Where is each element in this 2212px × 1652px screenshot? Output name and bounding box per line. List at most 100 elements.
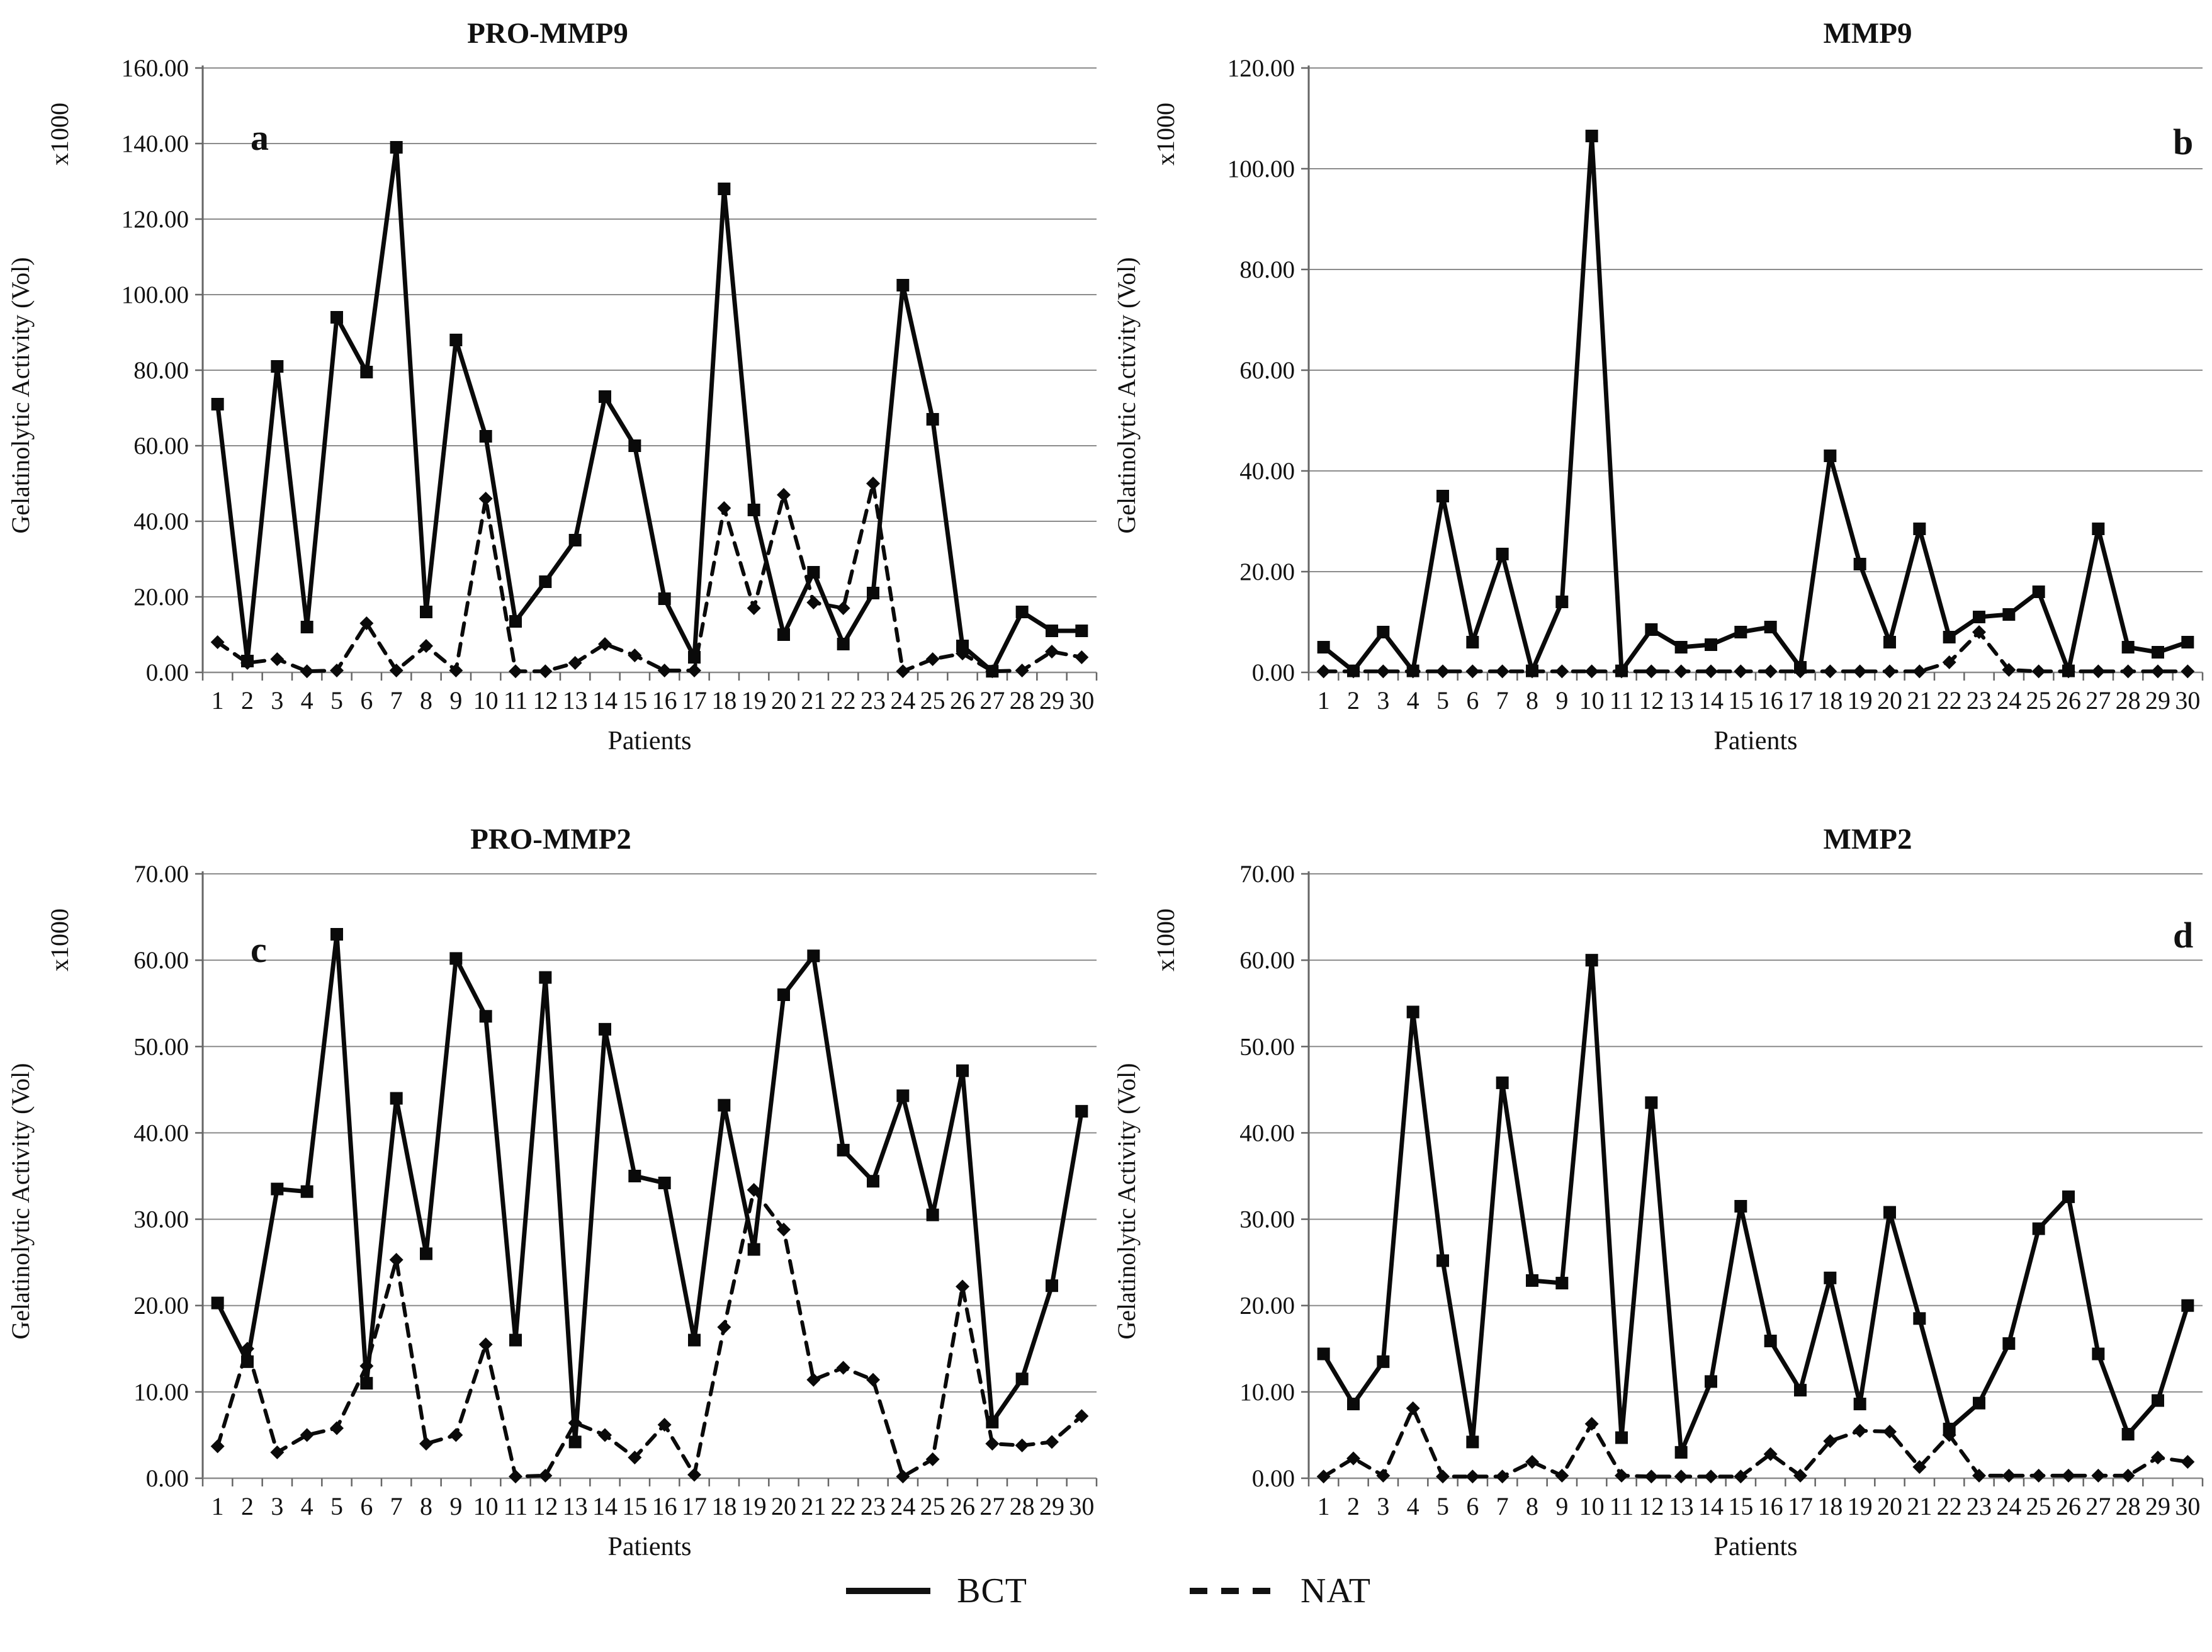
series-line-bct: [215, 145, 1084, 674]
marker-square-bct: [867, 1175, 879, 1188]
legend-item-nat: NAT: [1185, 1571, 1371, 1611]
marker-diamond-nat: [896, 1469, 910, 1484]
marker-square-bct: [628, 1170, 641, 1182]
x-tick-label: 1: [212, 1492, 224, 1520]
x-tick-label: 12: [533, 1492, 558, 1520]
x-tick-label: 22: [831, 1492, 856, 1520]
marker-diamond-nat: [538, 664, 553, 679]
x-tick-label: 23: [861, 1492, 886, 1520]
marker-diamond-nat: [1912, 664, 1927, 679]
x-tick-label: 30: [2175, 686, 2200, 715]
x-tick-label: 8: [1526, 686, 1538, 715]
x-tick-label: 12: [1639, 686, 1664, 715]
marker-diamond-nat: [1436, 664, 1450, 679]
x-tick-label: 25: [2026, 1492, 2051, 1520]
marker-diamond-nat: [925, 652, 940, 666]
marker-square-bct: [2002, 1337, 2016, 1350]
marker-diamond-nat: [1615, 664, 1628, 679]
x-tick-label: 2: [241, 686, 254, 715]
marker-square-bct: [1705, 638, 1717, 651]
x-tick-label: 27: [979, 1492, 1005, 1520]
marker-diamond-nat: [1942, 1428, 1956, 1442]
x-tick-label: 23: [1967, 686, 1992, 715]
x-tick-label: 2: [1347, 686, 1360, 715]
x-tick-label: 24: [890, 686, 915, 715]
x-tick-label: 5: [1436, 1492, 1449, 1520]
marker-diamond-nat: [925, 1452, 940, 1466]
marker-diamond-nat: [717, 501, 731, 515]
y-axis-multiplier: x1000: [45, 908, 74, 971]
x-tick-label: 27: [2085, 1492, 2111, 1520]
marker-square-bct: [807, 949, 820, 963]
marker-diamond-nat: [1734, 1469, 1748, 1484]
x-tick-label: 30: [1069, 1492, 1094, 1520]
marker-square-bct: [1883, 636, 1896, 648]
chart-title: PRO-MMP2: [470, 823, 631, 856]
y-tick-label: 60.00: [1239, 357, 1295, 384]
x-tick-label: 11: [1610, 686, 1634, 715]
x-tick-label: 12: [533, 686, 558, 715]
marker-square-bct: [837, 638, 850, 650]
marker-diamond-nat: [866, 1372, 880, 1387]
marker-diamond-nat: [1045, 645, 1059, 659]
x-tick-label: 13: [1669, 686, 1694, 715]
x-tick-label: 26: [2056, 1492, 2081, 1520]
chart-pro-mmp2: 0.00 10.00 20.00 30.00 40.00 50.00 60.00 70.00 1…: [6, 823, 1098, 1561]
marker-square-bct: [926, 1208, 939, 1221]
x-tick-label: 16: [652, 1492, 677, 1520]
y-tick-label: 40.00: [133, 1119, 189, 1146]
marker-diamond-nat: [389, 1253, 403, 1267]
marker-square-bct: [1436, 1254, 1449, 1267]
marker-diamond-nat: [1644, 664, 1659, 679]
legend-item-bct: BCT: [841, 1571, 1027, 1611]
marker-square-bct: [2121, 641, 2135, 653]
marker-square-bct: [1764, 1334, 1777, 1347]
marker-diamond-nat: [1763, 664, 1778, 679]
marker-diamond-nat: [1406, 664, 1420, 679]
x-tick-label: 8: [420, 686, 432, 715]
marker-diamond-nat: [2062, 1468, 2075, 1483]
marker-diamond-nat: [240, 1342, 254, 1356]
marker-square-bct: [1674, 1445, 1688, 1459]
marker-diamond-nat: [1346, 664, 1360, 679]
x-tick-label: 30: [2175, 1492, 2200, 1520]
x-tick-label: 3: [1377, 1492, 1389, 1520]
marker-diamond-nat: [210, 635, 225, 649]
y-tick-label: 100.00: [1227, 156, 1295, 183]
marker-square-bct: [211, 1296, 224, 1310]
x-tick-label: 26: [2056, 686, 2081, 715]
x-tick-label: 13: [563, 1492, 588, 1520]
x-tick-label: 2: [241, 1492, 254, 1520]
marker-square-bct: [1555, 1277, 1569, 1290]
marker-square-bct: [1585, 130, 1598, 142]
marker-square-bct: [1377, 626, 1390, 638]
marker-diamond-nat: [1763, 1447, 1778, 1461]
marker-diamond-nat: [509, 1469, 522, 1484]
marker-square-bct: [1015, 1372, 1029, 1386]
marker-diamond-nat: [1346, 1451, 1360, 1466]
x-tick-label: 28: [1010, 686, 1035, 715]
marker-square-bct: [1734, 626, 1747, 638]
marker-square-bct: [1734, 1200, 1747, 1213]
marker-square-bct: [1347, 1398, 1360, 1411]
marker-square-bct: [628, 439, 641, 452]
x-tick-label: 18: [711, 1492, 736, 1520]
marker-square-bct: [956, 640, 969, 652]
x-tick-label: 24: [1996, 686, 2021, 715]
series-line-bct: [1321, 133, 2190, 674]
marker-square-bct: [300, 1185, 313, 1198]
marker-square-bct: [2181, 636, 2194, 648]
marker-diamond-nat: [389, 664, 403, 677]
marker-square-bct: [1645, 623, 1658, 636]
marker-diamond-nat: [2091, 1468, 2106, 1483]
x-tick-label: 1: [212, 686, 224, 715]
x-tick-label: 14: [592, 1492, 618, 1520]
x-tick-label: 17: [1788, 686, 1813, 715]
x-tick-label: 13: [563, 686, 588, 715]
chart-title: PRO-MMP9: [467, 17, 628, 50]
marker-diamond-nat: [1942, 655, 1956, 669]
series-line-bct: [215, 932, 1084, 1444]
marker-diamond-nat: [2151, 1451, 2165, 1465]
x-tick-label: 25: [920, 686, 945, 715]
y-tick-label: 20.00: [1239, 1293, 1295, 1320]
